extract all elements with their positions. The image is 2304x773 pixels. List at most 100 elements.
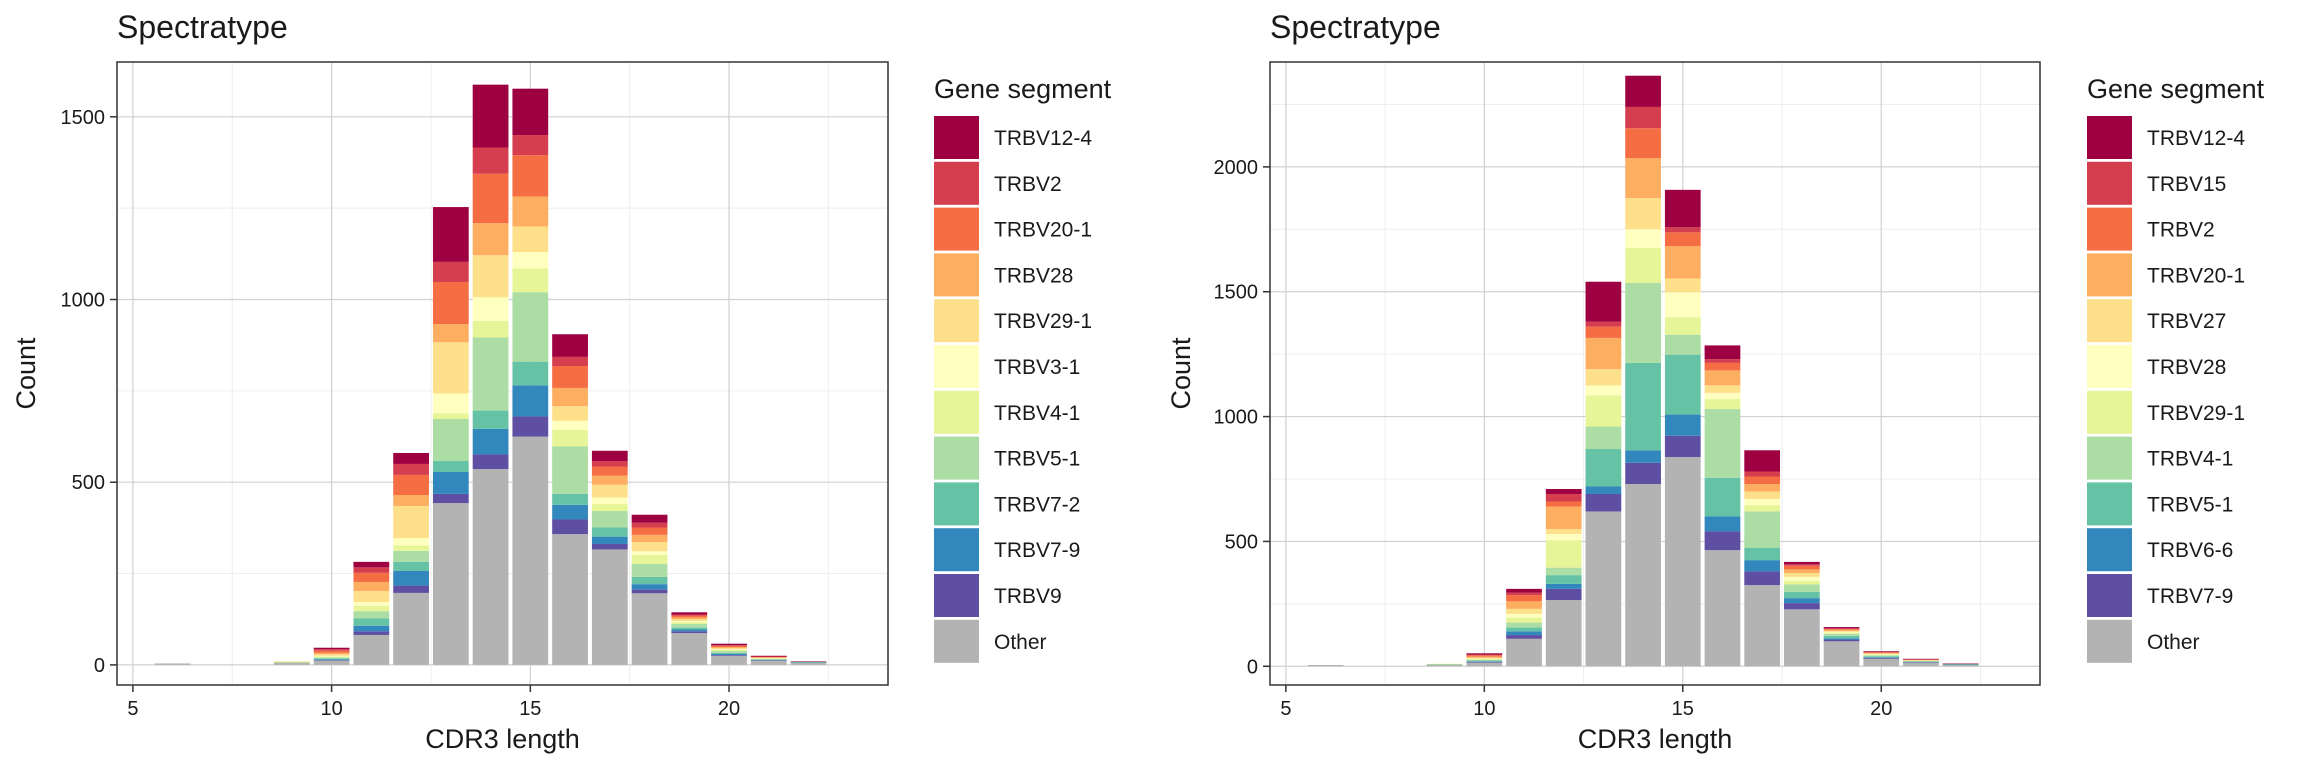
legend-label: Other <box>994 631 1047 654</box>
legend-swatch <box>2087 390 2132 434</box>
bar-segment-trbv28 <box>1545 533 1582 541</box>
bar-segment-trbv7-2 <box>512 361 549 386</box>
bar-segment-trbv29-1 <box>512 226 549 253</box>
x-axis: 5 10 15 20 CDR3 length <box>127 685 740 754</box>
bar-segment-trbv7-2 <box>273 662 310 663</box>
bar-segment-trbv29-1 <box>671 619 708 622</box>
bar-segment-trbv29-1 <box>1664 317 1701 335</box>
bar-segment-trbv4-1 <box>393 545 429 551</box>
bar-segment-trbv7-9 <box>353 625 390 632</box>
legend-label: TRBV4-1 <box>994 402 1080 425</box>
legend-swatch <box>2087 116 2132 159</box>
bar-segment-trbv7-9 <box>1823 639 1860 642</box>
bar-segment-other <box>432 503 469 665</box>
bar-segment-trbv29-1 <box>1585 395 1622 427</box>
bar-segment-trbv3-1 <box>591 497 628 504</box>
bar-segment-trbv5-1 <box>1506 627 1542 632</box>
legend-label: TRBV12-4 <box>994 127 1092 150</box>
bar-segment-trbv20-1 <box>711 645 747 647</box>
bar-segment-trbv9 <box>313 660 350 661</box>
bar-segment-trbv6-6 <box>1783 598 1820 604</box>
bar-segment-trbv12-4 <box>631 514 668 523</box>
bar-segment-trbv15 <box>1585 321 1622 327</box>
bar-segment-trbv20-1 <box>512 155 549 197</box>
bar-segment-trbv4-1 <box>1783 584 1820 592</box>
bar-segment-trbv5-1 <box>313 657 350 659</box>
bar-segment-trbv9 <box>631 589 668 594</box>
bar-segment-trbv5-1 <box>1903 661 1939 662</box>
bar-segment-trbv28 <box>393 494 429 506</box>
bar-segment-trbv27 <box>1744 491 1781 499</box>
bar-segment-other <box>472 469 509 665</box>
bar-segment-trbv12-4 <box>353 561 390 568</box>
bar-segment-trbv5-1 <box>552 446 588 494</box>
legend-swatch <box>2087 299 2132 343</box>
bar-segment-trbv15 <box>1545 493 1582 502</box>
bar-segment-trbv2 <box>432 261 469 282</box>
bar-segment-trbv28 <box>472 223 509 256</box>
legend-swatch <box>934 390 979 434</box>
bar-segment-trbv12-4 <box>750 655 787 657</box>
bar-segment-trbv6-6 <box>1704 516 1741 532</box>
legend-label: TRBV28 <box>994 264 1073 287</box>
bar-segment-trbv5-1 <box>353 611 390 619</box>
legend-swatch <box>2087 436 2132 480</box>
bar-segment-trbv20-1 <box>1664 246 1701 279</box>
bar-segment-trbv7-9 <box>393 570 429 586</box>
bar-segment-other <box>512 436 549 665</box>
x-tick-label: 20 <box>1870 698 1892 720</box>
bar-segment-other <box>671 633 708 665</box>
y-tick-label: 1000 <box>61 290 106 312</box>
bar-segment-other <box>154 663 191 665</box>
bar-segment-trbv9 <box>711 655 747 656</box>
legend-label: TRBV5-1 <box>994 448 1080 471</box>
bar-segment-trbv5-1 <box>472 337 509 411</box>
bar-segment-trbv6-6 <box>1903 661 1939 663</box>
bar-segment-trbv2 <box>353 567 390 573</box>
legend-swatch <box>2087 574 2132 617</box>
bar-segment-trbv2 <box>512 135 549 156</box>
bar-segment-trbv28 <box>750 657 787 658</box>
bar-segment-trbv27 <box>1704 385 1741 393</box>
bar-segment-trbv5-1 <box>1664 354 1701 415</box>
legend-swatch <box>934 116 979 159</box>
legend-title: Gene segment <box>934 74 1112 104</box>
y-tick-label: 0 <box>1247 656 1258 678</box>
bar-segment-trbv12-4 <box>1783 561 1820 565</box>
y-tick-label: 500 <box>72 472 105 494</box>
bar-segment-trbv28 <box>631 534 668 543</box>
bar-segment-other <box>1903 662 1939 667</box>
bar-segment-trbv15 <box>1863 652 1900 653</box>
bar-segment-trbv27 <box>1585 369 1622 386</box>
bar-segment-trbv4-1 <box>353 605 390 612</box>
legend-swatch <box>2087 253 2132 297</box>
bar-segment-trbv5-1 <box>1863 656 1900 658</box>
bar-segment-trbv4-1 <box>750 658 787 659</box>
bar-segment-trbv2 <box>393 463 429 475</box>
bar-segment-trbv27 <box>1625 198 1661 230</box>
legend-label: TRBV6-6 <box>2147 539 2233 562</box>
bar-segment-other <box>1545 600 1582 667</box>
bar-segment-trbv29-1 <box>393 505 429 539</box>
bar-segment-trbv2 <box>1585 326 1622 338</box>
bar-segment-trbv28 <box>1585 385 1622 396</box>
legend-label: TRBV27 <box>2147 310 2226 333</box>
legend-label: TRBV12-4 <box>2147 127 2245 150</box>
bar-segment-trbv12-4 <box>1585 281 1622 322</box>
bar-segment-trbv20-1 <box>313 650 350 653</box>
bar-segment-trbv9 <box>671 631 708 634</box>
bar-segment-trbv6-6 <box>1625 450 1661 463</box>
bar-segment-trbv29-1 <box>1823 632 1860 634</box>
bar-segment-trbv12-4 <box>1506 588 1542 593</box>
bar-segment-trbv2 <box>1664 232 1701 247</box>
bar-segment-trbv7-9 <box>512 385 549 417</box>
bar-segment-trbv5-1 <box>671 623 708 628</box>
bar-segment-trbv7-9 <box>790 662 827 663</box>
bar-segment-trbv29-1 <box>1545 540 1582 568</box>
bar-segment-other <box>1585 511 1622 667</box>
bar-segment-trbv7-9 <box>1664 435 1701 458</box>
bar-segment-trbv3-1 <box>711 649 747 650</box>
bar-segment-other <box>1942 664 1979 667</box>
bar-segment-trbv5-1 <box>512 292 549 362</box>
